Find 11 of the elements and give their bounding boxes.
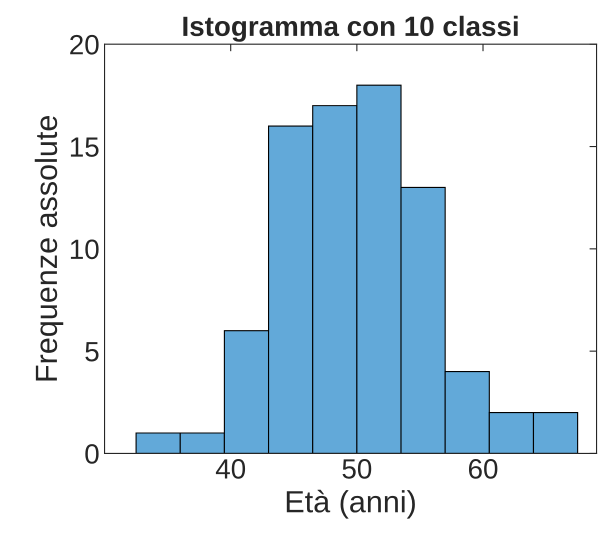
y-axis-title: Frequenze assolute xyxy=(34,116,64,381)
x-axis-title: Età (anni) xyxy=(286,490,415,519)
x-tick-label: 50 xyxy=(342,459,372,479)
y-tick-label: 5 xyxy=(85,342,99,362)
y-tick-label: 20 xyxy=(70,34,99,55)
chart-title: Istogramma con 10 classi xyxy=(183,16,518,42)
y-tick-label: 15 xyxy=(70,138,99,157)
y-tick-label: 10 xyxy=(70,240,99,260)
x-tick-label: 40 xyxy=(216,459,246,479)
y-tick-label: 0 xyxy=(85,444,99,464)
x-tick-label: 60 xyxy=(468,459,498,479)
